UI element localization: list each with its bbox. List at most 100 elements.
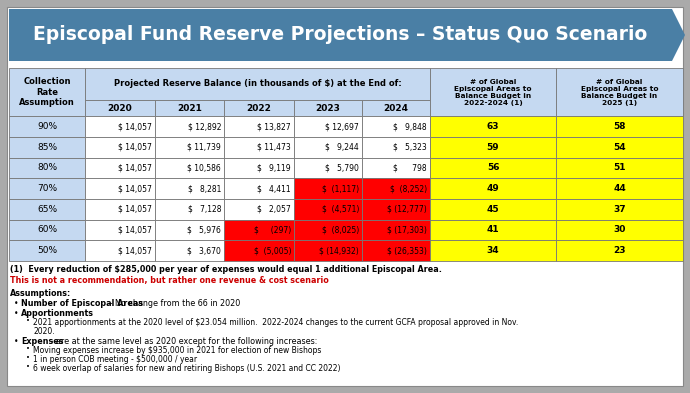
Bar <box>224 178 294 199</box>
Text: 34: 34 <box>486 246 500 255</box>
Text: This is not a recommendation, but rather one revenue & cost scenario: This is not a recommendation, but rather… <box>10 276 328 285</box>
Bar <box>224 137 294 158</box>
Text: 50%: 50% <box>37 246 57 255</box>
Text: Number of Episcopal Areas: Number of Episcopal Areas <box>21 299 143 308</box>
Text: $ 14,057: $ 14,057 <box>118 246 152 255</box>
Text: $ 12,892: $ 12,892 <box>188 122 221 131</box>
Text: $     (297): $ (297) <box>254 226 291 235</box>
Bar <box>155 178 224 199</box>
Text: 60%: 60% <box>37 226 57 235</box>
Bar <box>155 158 224 178</box>
Text: 2020: 2020 <box>108 103 132 112</box>
Text: $   2,057: $ 2,057 <box>257 205 291 214</box>
Text: $   8,281: $ 8,281 <box>188 184 221 193</box>
Bar <box>155 137 224 158</box>
Text: $   5,790: $ 5,790 <box>325 163 359 173</box>
Text: $ 14,057: $ 14,057 <box>118 226 152 235</box>
Bar <box>362 137 430 158</box>
Bar <box>224 220 294 241</box>
Text: $ 14,057: $ 14,057 <box>118 143 152 152</box>
Bar <box>155 220 224 241</box>
Text: 1 in person COB meeting - $500,000 / year: 1 in person COB meeting - $500,000 / yea… <box>33 355 197 364</box>
Text: 85%: 85% <box>37 143 57 152</box>
Text: 65%: 65% <box>37 205 57 214</box>
Bar <box>430 137 556 158</box>
Text: 63: 63 <box>486 122 500 131</box>
Bar <box>294 137 362 158</box>
Bar <box>9 158 85 178</box>
Text: $      798: $ 798 <box>393 163 427 173</box>
Text: Moving expenses increase by $935,000 in 2021 for election of new Bishops: Moving expenses increase by $935,000 in … <box>33 346 322 355</box>
Text: – No change from the 66 in 2020: – No change from the 66 in 2020 <box>106 299 239 308</box>
Text: $ 14,057: $ 14,057 <box>118 205 152 214</box>
Bar <box>556 199 683 220</box>
Text: $  (1,117): $ (1,117) <box>322 184 359 193</box>
Bar <box>85 100 155 116</box>
Text: 49: 49 <box>486 184 500 193</box>
Text: Assumptions:: Assumptions: <box>10 289 71 298</box>
Text: - are at the same level as 2020 except for the following increases:: - are at the same level as 2020 except f… <box>48 337 317 346</box>
Text: 70%: 70% <box>37 184 57 193</box>
Text: $ 14,057: $ 14,057 <box>118 184 152 193</box>
Bar <box>9 199 85 220</box>
Bar <box>294 220 362 241</box>
Bar <box>556 220 683 241</box>
Bar <box>556 158 683 178</box>
Bar <box>430 68 556 116</box>
Text: 2022: 2022 <box>246 103 271 112</box>
Text: $  (8,252): $ (8,252) <box>390 184 427 193</box>
Bar <box>85 178 155 199</box>
Text: # of Global
Episcopal Areas to
Balance Budget in
2022-2024 (1): # of Global Episcopal Areas to Balance B… <box>454 79 532 106</box>
Bar <box>294 100 362 116</box>
Bar <box>362 199 430 220</box>
Text: 2020.: 2020. <box>33 327 55 336</box>
Text: 30: 30 <box>613 226 626 235</box>
Bar <box>430 199 556 220</box>
Text: $ (12,777): $ (12,777) <box>387 205 427 214</box>
Text: 90%: 90% <box>37 122 57 131</box>
Text: •: • <box>26 355 30 361</box>
Bar <box>224 241 294 261</box>
Text: 51: 51 <box>613 163 626 173</box>
Bar <box>224 199 294 220</box>
Text: 37: 37 <box>613 205 626 214</box>
Bar <box>155 199 224 220</box>
Text: $ (26,353): $ (26,353) <box>387 246 427 255</box>
Bar <box>85 241 155 261</box>
Text: 80%: 80% <box>37 163 57 173</box>
Text: 2023: 2023 <box>315 103 340 112</box>
Bar <box>556 241 683 261</box>
Bar <box>430 241 556 261</box>
Text: $ 10,586: $ 10,586 <box>187 163 221 173</box>
Bar <box>430 178 556 199</box>
Bar <box>362 178 430 199</box>
Bar <box>362 116 430 137</box>
Text: •: • <box>26 364 30 370</box>
Text: •: • <box>14 299 19 308</box>
Text: $  (4,571): $ (4,571) <box>322 205 359 214</box>
Text: $   9,244: $ 9,244 <box>325 143 359 152</box>
Bar <box>556 68 683 116</box>
Text: $   5,323: $ 5,323 <box>393 143 427 152</box>
Text: 44: 44 <box>613 184 626 193</box>
Text: $ 13,827: $ 13,827 <box>257 122 291 131</box>
Text: $ 11,739: $ 11,739 <box>187 143 221 152</box>
Text: $ 14,057: $ 14,057 <box>118 163 152 173</box>
Text: $  (8,025): $ (8,025) <box>322 226 359 235</box>
Bar <box>85 220 155 241</box>
Bar <box>9 137 85 158</box>
Text: (1)  Every reduction of $285,000 per year of expenses would equal 1 additional E: (1) Every reduction of $285,000 per year… <box>10 265 442 274</box>
Bar <box>362 158 430 178</box>
Text: •: • <box>26 346 30 352</box>
Text: •: • <box>26 318 30 324</box>
Bar <box>85 158 155 178</box>
Text: 58: 58 <box>613 122 626 131</box>
Text: $   7,128: $ 7,128 <box>188 205 221 214</box>
Text: Episcopal Fund Reserve Projections – Status Quo Scenario: Episcopal Fund Reserve Projections – Sta… <box>33 26 648 44</box>
Text: 6 week overlap of salaries for new and retiring Bishops (U.S. 2021 and CC 2022): 6 week overlap of salaries for new and r… <box>33 364 340 373</box>
Bar <box>224 158 294 178</box>
Text: $  (5,005): $ (5,005) <box>253 246 291 255</box>
Text: 2024: 2024 <box>384 103 408 112</box>
Bar <box>9 241 85 261</box>
Text: $   3,670: $ 3,670 <box>187 246 221 255</box>
